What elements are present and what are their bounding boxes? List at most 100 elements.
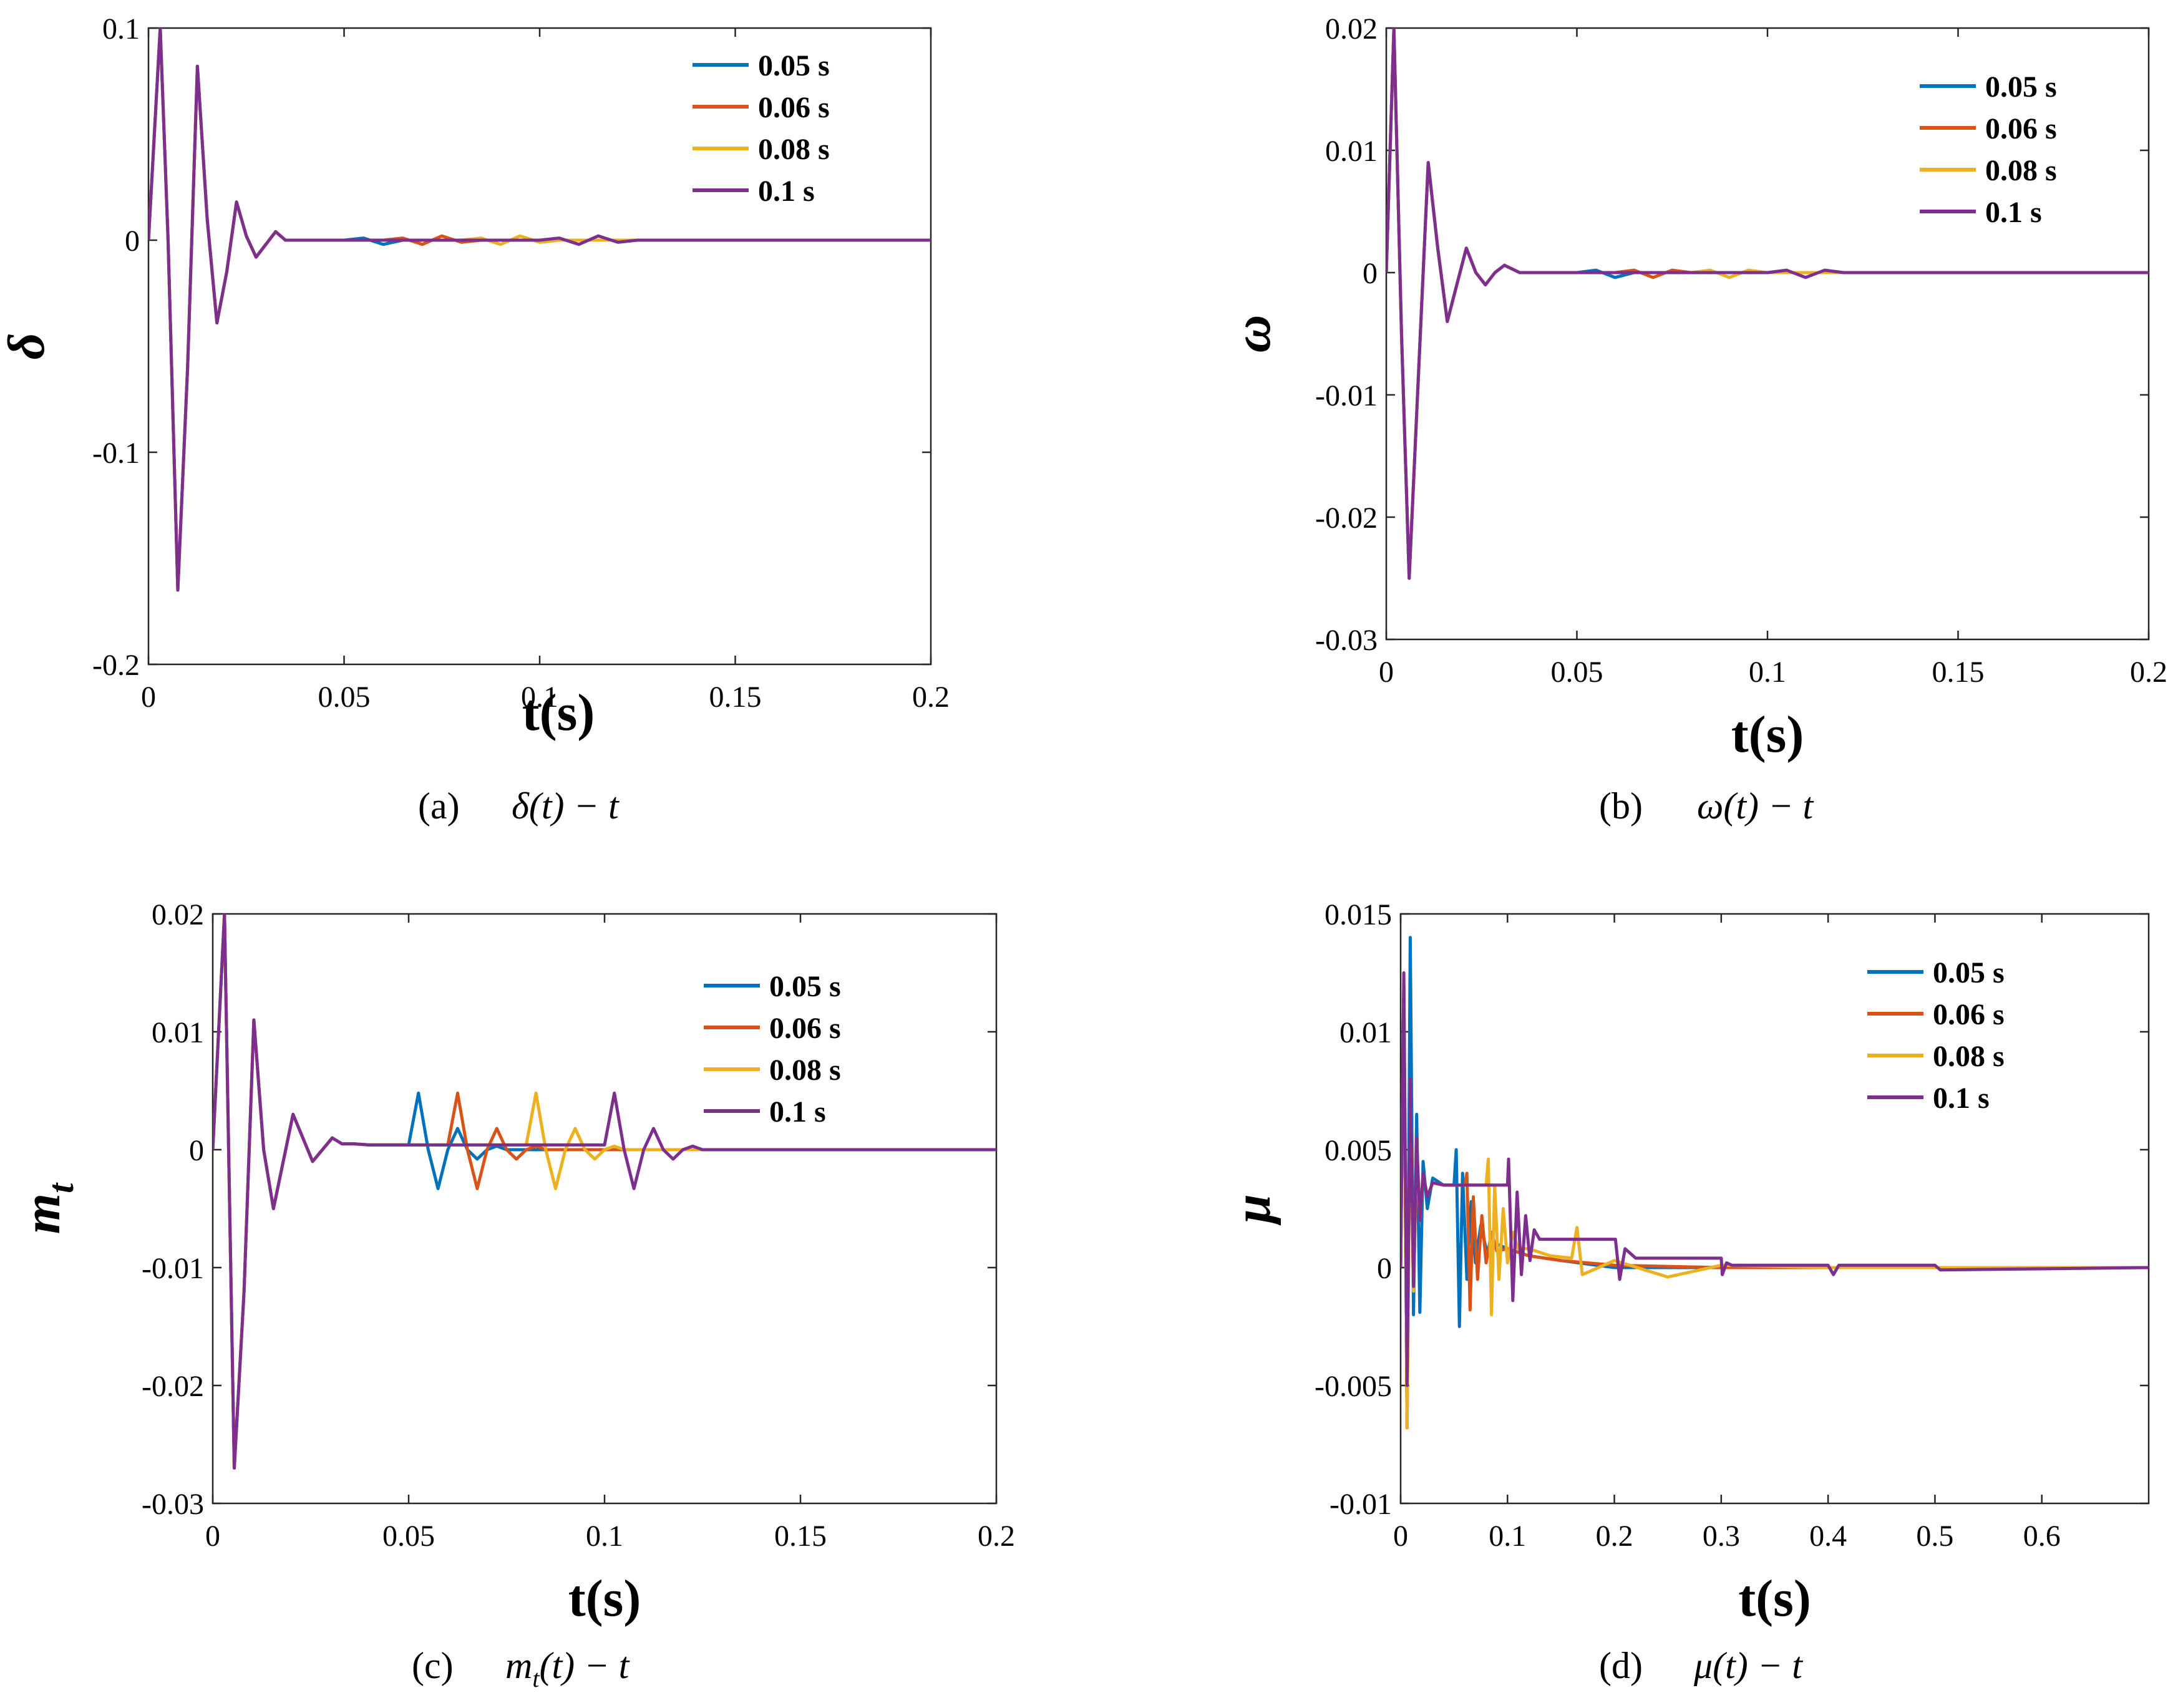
caption-subscript: t (532, 1664, 540, 1692)
legend-label: 0.1 s (758, 175, 815, 208)
x-tick-label: 0 (141, 681, 156, 714)
caption-label: (d) (1599, 1645, 1643, 1686)
legend-label: 0.06 s (1933, 998, 2005, 1031)
axes-box (211, 913, 998, 1505)
legend-label: 0.05 s (769, 970, 841, 1003)
series-line-01s (1386, 28, 2149, 580)
y-axis-label: ω (1223, 315, 1281, 353)
x-axis-label: t(s) (1731, 706, 1804, 764)
legend-label: 0.1 s (1985, 196, 2042, 229)
y-axis-label: mt (13, 1182, 81, 1234)
y-tick-label: -0.01 (142, 1252, 204, 1285)
y-tick-label: 0.005 (1325, 1134, 1392, 1167)
y-tick-label: 0.1 (102, 12, 140, 46)
caption-label: (c) (412, 1645, 454, 1686)
y-axis-label-subscript: t (41, 1182, 81, 1193)
x-tick-label: 0 (1379, 656, 1394, 689)
y-tick-label: 0.01 (1325, 135, 1378, 168)
legend-label: 0.06 s (769, 1012, 841, 1045)
x-tick-label: 0.15 (774, 1520, 827, 1553)
series-line-01s (213, 914, 996, 1470)
y-tick-label: 0.02 (152, 898, 204, 931)
x-axis-label: t(s) (1738, 1570, 1811, 1628)
x-tick-label: 0.6 (2023, 1520, 2061, 1553)
series-group (213, 914, 996, 1470)
chart-panel-b: 0 0.05 0.1 0.15 0.2 -0.03 -0.02 -0.01 0 0.01 0.02 0… (1223, 12, 2167, 827)
y-tick-label: -0.1 (92, 437, 140, 470)
x-tick-label: 0.2 (912, 681, 950, 714)
y-tick-label: 0 (125, 225, 140, 258)
y-axis-label: μ (1223, 1194, 1281, 1226)
x-tick-label: 0.2 (1596, 1520, 1633, 1553)
x-tick-label: 0.1 (1489, 1520, 1526, 1553)
caption-expression: δ(t) − t (512, 785, 620, 827)
y-tick-label: 0.015 (1325, 898, 1392, 931)
x-tick-label: 0.05 (1551, 656, 1603, 689)
y-tick-label: -0.01 (1315, 379, 1378, 412)
series-group (1401, 936, 2149, 1430)
y-tick-label: 0 (1377, 1252, 1392, 1285)
x-tick-label: 0.2 (978, 1520, 1015, 1553)
x-tick-label: 0.05 (382, 1520, 435, 1553)
x-tick-label: 0.1 (586, 1520, 623, 1553)
x-tick-label: 0 (205, 1520, 220, 1553)
legend-label: 0.1 s (1933, 1082, 1990, 1115)
chart-panel-d: 0 0.1 0.2 0.3 0.4 0.5 0.6 -0.01 -0.005 0 0.005 0.01… (1223, 898, 2150, 1686)
x-tick-label: 0.1 (521, 681, 558, 714)
legend: 0.05 s 0.06 s 0.08 s 0.1 s (704, 970, 841, 1128)
legend-label: 0.08 s (1933, 1040, 2005, 1073)
y-tick-label: 0 (189, 1134, 204, 1167)
y-tick-label: -0.03 (142, 1488, 204, 1521)
legend-label: 0.06 s (758, 91, 830, 124)
y-tick-label: 0.02 (1325, 12, 1378, 46)
legend-label: 0.08 s (758, 133, 830, 166)
y-tick-label: 0.01 (1339, 1016, 1392, 1049)
series-group (148, 28, 931, 592)
caption-expression: μ(t) − t (1693, 1645, 1803, 1686)
series-line-006s (1386, 28, 2149, 580)
legend-label: 0.06 s (1985, 112, 2057, 145)
x-tick-label: 0.1 (1749, 656, 1786, 689)
x-tick-label: 0.15 (709, 681, 762, 714)
x-tick-label: 0 (1393, 1520, 1408, 1553)
y-axis-label: δ (0, 332, 56, 359)
series-line-006s (213, 914, 996, 1470)
chart-panel-c: 0 0.05 0.1 0.15 0.2 -0.03 -0.02 -0.01 0 0.01 0.02 0… (13, 898, 1015, 1692)
legend-label: 0.08 s (1985, 154, 2057, 187)
x-tick-label: 0.05 (318, 681, 371, 714)
y-tick-label: 0.01 (152, 1016, 204, 1049)
y-tick-label: 0 (1363, 257, 1378, 290)
x-tick-label: 0.5 (1916, 1520, 1953, 1553)
chart-panel-a: 0 0.05 0.1 0.15 0.2-0.2-0.100.10.05 s0.06 s0… (0, 12, 950, 827)
caption-label: (b) (1599, 785, 1643, 827)
series-line-005s (213, 914, 996, 1470)
series-line-008s (1386, 28, 2149, 580)
legend-label: 0.05 s (1933, 956, 2005, 989)
legend-label: 0.1 s (769, 1095, 826, 1128)
x-tick-label: 0.3 (1703, 1520, 1740, 1553)
y-tick-label: -0.005 (1315, 1370, 1392, 1403)
caption-label: (a) (418, 785, 460, 827)
legend: 0.05 s 0.06 s 0.08 s 0.1 s (1920, 70, 2057, 229)
y-tick-label: -0.2 (92, 649, 140, 682)
series-line-01s (148, 28, 931, 592)
series-line-006s (1401, 983, 2149, 1430)
series-line-008s (1401, 983, 2149, 1430)
caption-expression: mt(t) − t (505, 1645, 630, 1692)
series-line-008s (213, 914, 996, 1470)
series-line-01s (1401, 971, 2149, 1387)
x-tick-label: 0.2 (2130, 656, 2167, 689)
legend-label: 0.08 s (769, 1054, 841, 1087)
series-line-005s (1401, 936, 2149, 1430)
legend-label: 0.05 s (758, 49, 830, 82)
y-tick-label: -0.03 (1315, 624, 1378, 657)
series-line-005s (1386, 28, 2149, 580)
caption-expression: ω(t) − t (1697, 785, 1814, 827)
y-tick-label: -0.01 (1330, 1488, 1392, 1521)
x-tick-label: 0.4 (1809, 1520, 1847, 1553)
x-axis-label: t(s) (522, 684, 595, 742)
legend: 0.05 s 0.06 s 0.08 s 0.1 s (1867, 956, 2005, 1115)
caption-rest: (t) − t (539, 1645, 630, 1686)
legend: 0.05 s 0.06 s 0.08 s 0.1 s (693, 49, 830, 208)
